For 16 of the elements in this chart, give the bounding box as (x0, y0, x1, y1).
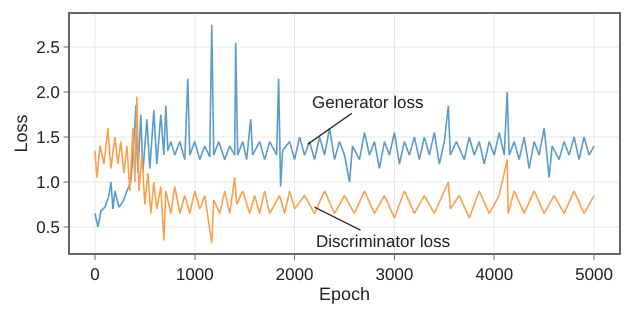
x-tick-label: 2000 (276, 265, 314, 284)
line-series (94, 24, 595, 228)
x-tick-label: 1000 (176, 265, 214, 284)
x-tick-label: 4000 (475, 265, 514, 284)
y-tick-label: 1.0 (36, 172, 60, 192)
y-tick-label: 2.5 (36, 38, 60, 58)
annotation: Generator loss (312, 93, 424, 112)
x-tick-label: 3000 (375, 265, 414, 284)
y-axis-title: Loss (10, 114, 31, 153)
x-axis-title: Epoch (318, 284, 370, 304)
y-tick-label: 2.0 (36, 83, 60, 102)
x-tick-label: 0 (90, 265, 100, 284)
x-tick-label: 5000 (575, 265, 613, 284)
annotation: Discriminator loss (316, 232, 450, 251)
y-tick-label: 1.5 (36, 128, 60, 148)
y-tick-label: 0.5 (36, 218, 60, 237)
